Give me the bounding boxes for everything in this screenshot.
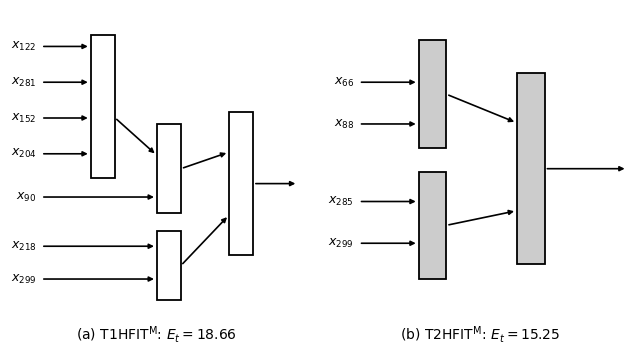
Text: $x_{88}$: $x_{88}$ <box>333 118 354 131</box>
Text: $x_{299}$: $x_{299}$ <box>328 237 354 250</box>
Text: $x_{285}$: $x_{285}$ <box>328 195 354 208</box>
Bar <box>91 34 115 178</box>
Text: $x_{152}$: $x_{152}$ <box>11 111 36 125</box>
Bar <box>517 73 545 264</box>
Bar <box>419 172 446 279</box>
Bar <box>157 124 181 213</box>
Text: $x_{281}$: $x_{281}$ <box>11 76 36 89</box>
Text: (a) T1HFIT$^{\rm M}$: $E_t = 18.66$: (a) T1HFIT$^{\rm M}$: $E_t = 18.66$ <box>76 324 237 345</box>
Text: $x_{66}$: $x_{66}$ <box>333 76 354 89</box>
Text: $x_{218}$: $x_{218}$ <box>11 240 36 253</box>
Bar <box>419 40 446 148</box>
Text: $x_{122}$: $x_{122}$ <box>11 40 36 53</box>
Text: $x_{90}$: $x_{90}$ <box>16 191 36 203</box>
Text: $x_{299}$: $x_{299}$ <box>11 273 36 285</box>
Bar <box>229 112 253 255</box>
Text: (b) T2HFIT$^{\rm M}$: $E_t = 15.25$: (b) T2HFIT$^{\rm M}$: $E_t = 15.25$ <box>400 324 560 345</box>
Text: $x_{204}$: $x_{204}$ <box>11 147 36 160</box>
Bar <box>157 231 181 300</box>
